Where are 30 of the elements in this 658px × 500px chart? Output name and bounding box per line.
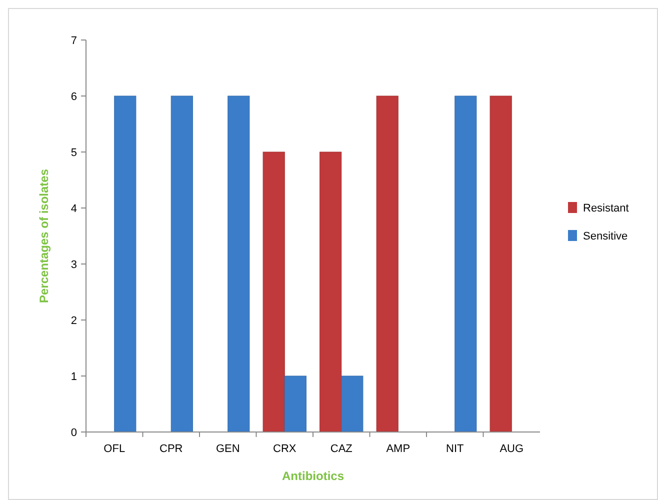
bar [284,376,306,432]
y-tick-label: 0 [70,426,77,439]
x-tick-label: CAZ [330,443,353,455]
x-tick-label: CRX [273,443,297,455]
y-tick-label: 1 [70,370,77,383]
y-tick-label: 3 [70,258,77,271]
bar [490,96,512,432]
x-tick-label: CPR [160,443,183,455]
bar [170,96,193,432]
y-tick-label: 2 [70,314,77,327]
y-axis-title: Percentages of isolates [37,168,51,304]
y-tick-label: 4 [70,202,77,215]
y-tick-label: 6 [70,90,77,103]
legend-label: Resistant [583,202,629,214]
x-tick-label: GEN [216,443,240,455]
x-tick-label: NIT [446,443,464,455]
bar [262,152,285,432]
x-tick-label: AUG [500,443,524,455]
x-axis-title: Antibiotics [282,469,344,483]
x-tick-label: AMP [386,443,410,455]
bar [320,152,342,432]
bar [228,96,250,432]
y-tick-label: 7 [70,34,77,47]
bar [454,96,477,432]
legend-label: Sensitive [583,230,628,242]
bar [341,376,364,432]
y-tick-label: 5 [70,146,77,159]
bar [376,96,398,432]
bar [114,96,136,432]
x-tick-label: OFL [104,443,126,455]
